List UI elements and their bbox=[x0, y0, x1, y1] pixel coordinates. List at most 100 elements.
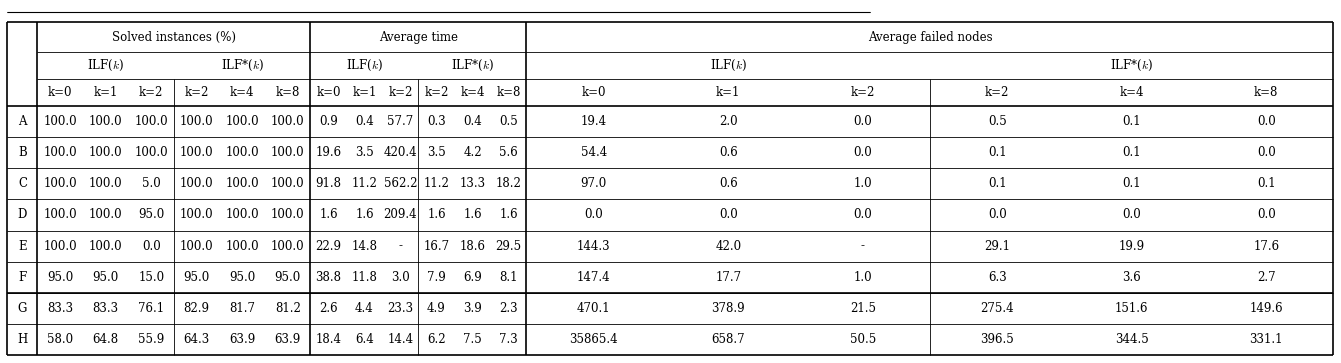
Text: k=1: k=1 bbox=[353, 86, 377, 99]
Text: 97.0: 97.0 bbox=[581, 177, 607, 190]
Text: Average time: Average time bbox=[380, 30, 459, 44]
Text: 100.0: 100.0 bbox=[89, 240, 122, 253]
Text: 5.6: 5.6 bbox=[499, 146, 518, 159]
Text: 4.9: 4.9 bbox=[428, 302, 445, 315]
Text: 344.5: 344.5 bbox=[1114, 333, 1149, 346]
Text: k=0: k=0 bbox=[48, 86, 72, 99]
Text: 100.0: 100.0 bbox=[225, 177, 259, 190]
Text: 22.9: 22.9 bbox=[315, 240, 342, 253]
Text: 81.7: 81.7 bbox=[229, 302, 255, 315]
Text: 0.0: 0.0 bbox=[988, 208, 1007, 221]
Text: k=1: k=1 bbox=[94, 86, 118, 99]
Text: 29.1: 29.1 bbox=[984, 240, 1010, 253]
Text: H: H bbox=[17, 333, 28, 346]
Text: 63.9: 63.9 bbox=[229, 333, 255, 346]
Text: 19.9: 19.9 bbox=[1118, 240, 1145, 253]
Text: 2.0: 2.0 bbox=[719, 115, 738, 128]
Text: 100.0: 100.0 bbox=[43, 146, 76, 159]
Text: k=2: k=2 bbox=[424, 86, 449, 99]
Text: 0.6: 0.6 bbox=[719, 146, 738, 159]
Text: 18.2: 18.2 bbox=[496, 177, 522, 190]
Text: 3.9: 3.9 bbox=[463, 302, 481, 315]
Text: 100.0: 100.0 bbox=[180, 240, 213, 253]
Text: 0.1: 0.1 bbox=[1122, 115, 1141, 128]
Text: 209.4: 209.4 bbox=[384, 208, 417, 221]
Text: ILF($k$): ILF($k$) bbox=[87, 58, 125, 73]
Text: 378.9: 378.9 bbox=[712, 302, 746, 315]
Text: 91.8: 91.8 bbox=[315, 177, 342, 190]
Text: 100.0: 100.0 bbox=[271, 146, 304, 159]
Text: 83.3: 83.3 bbox=[47, 302, 74, 315]
Text: 2.7: 2.7 bbox=[1257, 271, 1275, 284]
Text: 2.3: 2.3 bbox=[499, 302, 518, 315]
Text: -: - bbox=[398, 240, 402, 253]
Text: 1.6: 1.6 bbox=[428, 208, 445, 221]
Text: 7.5: 7.5 bbox=[463, 333, 481, 346]
Text: 54.4: 54.4 bbox=[581, 146, 607, 159]
Text: 6.3: 6.3 bbox=[988, 271, 1007, 284]
Text: 396.5: 396.5 bbox=[980, 333, 1014, 346]
Text: k=2: k=2 bbox=[850, 86, 874, 99]
Text: 21.5: 21.5 bbox=[850, 302, 876, 315]
Text: 100.0: 100.0 bbox=[271, 115, 304, 128]
Text: 11.2: 11.2 bbox=[351, 177, 377, 190]
Text: 275.4: 275.4 bbox=[980, 302, 1014, 315]
Text: 100.0: 100.0 bbox=[180, 177, 213, 190]
Text: 1.0: 1.0 bbox=[853, 177, 872, 190]
Text: k=1: k=1 bbox=[716, 86, 740, 99]
Text: 29.5: 29.5 bbox=[495, 240, 522, 253]
Text: 17.7: 17.7 bbox=[715, 271, 742, 284]
Text: 0.9: 0.9 bbox=[319, 115, 338, 128]
Text: k=4: k=4 bbox=[460, 86, 484, 99]
Text: 3.5: 3.5 bbox=[428, 146, 445, 159]
Text: 95.0: 95.0 bbox=[47, 271, 74, 284]
Text: D: D bbox=[17, 208, 27, 221]
Text: 95.0: 95.0 bbox=[229, 271, 255, 284]
Text: k=2: k=2 bbox=[185, 86, 209, 99]
Text: 4.4: 4.4 bbox=[355, 302, 374, 315]
Text: k=8: k=8 bbox=[275, 86, 300, 99]
Text: 57.7: 57.7 bbox=[388, 115, 413, 128]
Text: 14.8: 14.8 bbox=[351, 240, 378, 253]
Text: 420.4: 420.4 bbox=[384, 146, 417, 159]
Text: -: - bbox=[861, 240, 865, 253]
Text: 100.0: 100.0 bbox=[43, 115, 76, 128]
Text: 14.4: 14.4 bbox=[388, 333, 413, 346]
Text: ILF*($k$): ILF*($k$) bbox=[451, 58, 493, 73]
Text: 100.0: 100.0 bbox=[225, 208, 259, 221]
Text: 331.1: 331.1 bbox=[1250, 333, 1283, 346]
Text: 82.9: 82.9 bbox=[184, 302, 209, 315]
Text: 5.0: 5.0 bbox=[142, 177, 161, 190]
Text: 11.8: 11.8 bbox=[351, 271, 377, 284]
Text: k=8: k=8 bbox=[496, 86, 520, 99]
Text: 100.0: 100.0 bbox=[43, 208, 76, 221]
Text: 2.6: 2.6 bbox=[319, 302, 338, 315]
Text: Average failed nodes: Average failed nodes bbox=[868, 30, 992, 44]
Text: C: C bbox=[17, 177, 27, 190]
Text: 23.3: 23.3 bbox=[388, 302, 413, 315]
Text: 100.0: 100.0 bbox=[89, 208, 122, 221]
Text: 6.4: 6.4 bbox=[355, 333, 374, 346]
Text: G: G bbox=[17, 302, 27, 315]
Text: 100.0: 100.0 bbox=[180, 208, 213, 221]
Text: ILF($k$): ILF($k$) bbox=[709, 58, 747, 73]
Text: 470.1: 470.1 bbox=[577, 302, 610, 315]
Text: 0.5: 0.5 bbox=[499, 115, 518, 128]
Text: 58.0: 58.0 bbox=[47, 333, 74, 346]
Text: 38.8: 38.8 bbox=[315, 271, 342, 284]
Text: k=0: k=0 bbox=[582, 86, 606, 99]
Text: 0.1: 0.1 bbox=[1122, 146, 1141, 159]
Text: 81.2: 81.2 bbox=[275, 302, 300, 315]
Text: 18.6: 18.6 bbox=[460, 240, 485, 253]
Text: 0.0: 0.0 bbox=[719, 208, 738, 221]
Text: 100.0: 100.0 bbox=[43, 240, 76, 253]
Text: k=8: k=8 bbox=[1254, 86, 1278, 99]
Text: 42.0: 42.0 bbox=[715, 240, 742, 253]
Text: 100.0: 100.0 bbox=[271, 177, 304, 190]
Text: 8.1: 8.1 bbox=[499, 271, 518, 284]
Text: 3.0: 3.0 bbox=[392, 271, 410, 284]
Text: 100.0: 100.0 bbox=[180, 146, 213, 159]
Text: ILF*($k$): ILF*($k$) bbox=[1110, 58, 1153, 73]
Text: 76.1: 76.1 bbox=[138, 302, 165, 315]
Text: 147.4: 147.4 bbox=[577, 271, 610, 284]
